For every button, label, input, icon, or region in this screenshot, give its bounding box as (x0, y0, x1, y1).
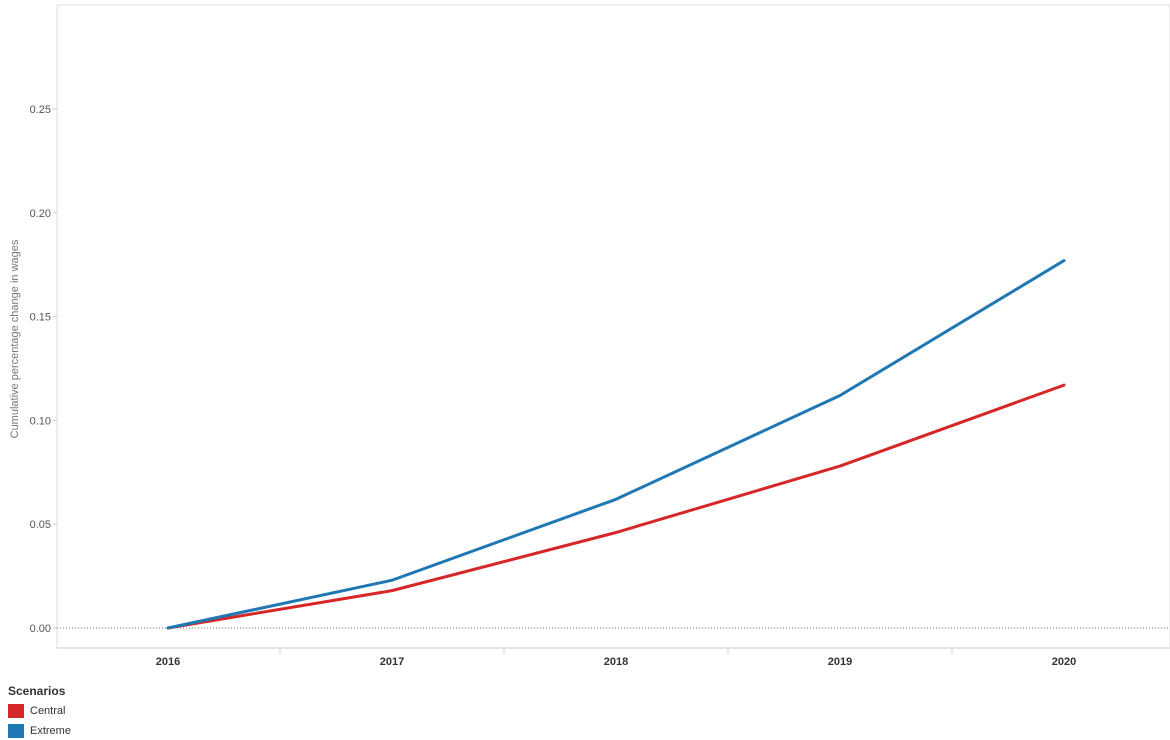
y-tick-label: 0.00 (30, 623, 51, 635)
legend-items: Central Extreme (8, 701, 71, 740)
y-tick-label: 0.25 (30, 104, 51, 116)
legend-title: Scenarios (8, 684, 66, 698)
x-tick-label: 2018 (604, 656, 628, 668)
x-axis: 2016 2017 2018 2019 2020 (57, 647, 1170, 668)
y-tick-label: 0.05 (30, 519, 51, 531)
x-tick-label: 2020 (1052, 656, 1076, 668)
legend-swatch (8, 704, 24, 718)
y-axis-title: Cumulative percentage change in wages (9, 239, 21, 438)
y-tick-label: 0.20 (30, 208, 51, 220)
legend: Scenarios Central Extreme (8, 684, 71, 740)
x-tick-label: 2016 (156, 656, 180, 668)
plot-frame (56, 4, 1170, 649)
series-line-central[interactable] (166, 383, 1066, 630)
y-axis: 0.00 0.05 0.10 0.15 0.20 0.25 (30, 104, 57, 635)
legend-label: Central (30, 705, 66, 717)
series-layer (166, 259, 1066, 630)
legend-swatch (8, 724, 24, 738)
y-tick-label: 0.15 (30, 312, 51, 324)
legend-label: Extreme (30, 725, 71, 737)
x-tick-label: 2017 (380, 656, 404, 668)
legend-item-central[interactable]: Central (8, 701, 71, 721)
legend-item-extreme[interactable]: Extreme (8, 721, 71, 740)
x-tick-label: 2019 (828, 656, 852, 668)
series-line-extreme[interactable] (166, 259, 1066, 630)
y-tick-label: 0.10 (30, 415, 51, 427)
